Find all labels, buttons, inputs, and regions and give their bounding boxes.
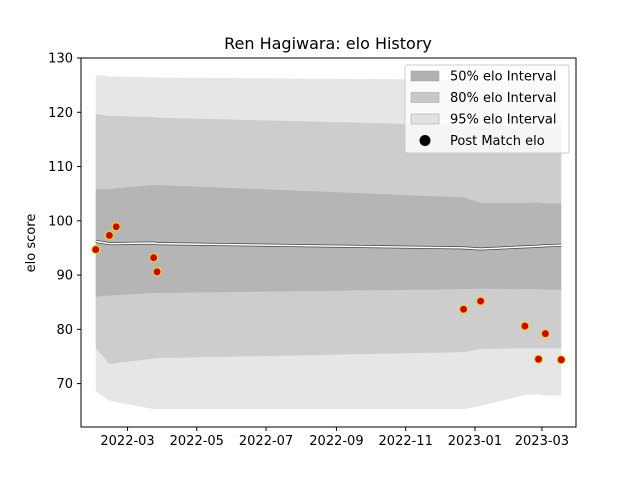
legend-label: Post Match elo	[450, 134, 545, 149]
post-match-point	[149, 253, 159, 263]
legend: 50% elo Interval 80% elo Interval 95% elo …	[404, 64, 570, 154]
legend-box	[404, 64, 570, 154]
x-tick-label: 2022-03	[100, 434, 154, 449]
y-tick-label: 100	[48, 214, 73, 229]
post-match-point	[91, 244, 101, 255]
y-tick-label: 90	[56, 269, 73, 284]
axis-ticks: 70 80 90 100 110 120 130 2022-03 2022-05 2022-07 2…	[48, 52, 569, 450]
y-tick-label: 120	[48, 106, 73, 121]
x-tick-label: 2022-07	[239, 434, 293, 449]
axes-frame	[80, 57, 577, 428]
post-match-point	[459, 304, 469, 314]
post-match-point	[520, 321, 530, 331]
legend-swatch-band_80	[410, 92, 440, 103]
y-tick-label: 110	[48, 160, 73, 175]
chart-title: Ren Hagiwara: elo History	[224, 34, 432, 53]
post-match-point	[556, 355, 566, 365]
y-tick-label: 70	[56, 377, 73, 392]
x-tick-label: 2022-05	[170, 434, 224, 449]
band-50-interval	[95, 184, 562, 297]
y-tick-label: 130	[48, 52, 73, 67]
legend-swatch-band_50	[410, 70, 440, 82]
mean-elo-line	[95, 240, 562, 250]
post-match-point	[540, 329, 550, 339]
y-axis-label: elo score	[24, 214, 39, 273]
x-tick-label: 2022-09	[309, 434, 363, 449]
legend-label: 80% elo Interval	[450, 91, 557, 106]
legend-marker-post-match	[419, 135, 431, 146]
legend-label: 50% elo Interval	[450, 70, 557, 85]
x-tick-label: 2022-11	[379, 434, 433, 449]
x-tick-label: 2023-01	[448, 434, 502, 449]
post-match-point	[152, 267, 162, 277]
x-tick-label: 2023-03	[515, 434, 569, 449]
legend-label: 95% elo Interval	[450, 113, 557, 128]
post-match-point	[533, 354, 544, 364]
legend-swatch-band_95	[410, 113, 440, 125]
plot-area	[91, 74, 566, 410]
post-match-point	[476, 296, 486, 306]
post-match-point	[104, 230, 114, 241]
y-tick-label: 80	[56, 323, 73, 338]
post-match-point	[111, 222, 121, 232]
